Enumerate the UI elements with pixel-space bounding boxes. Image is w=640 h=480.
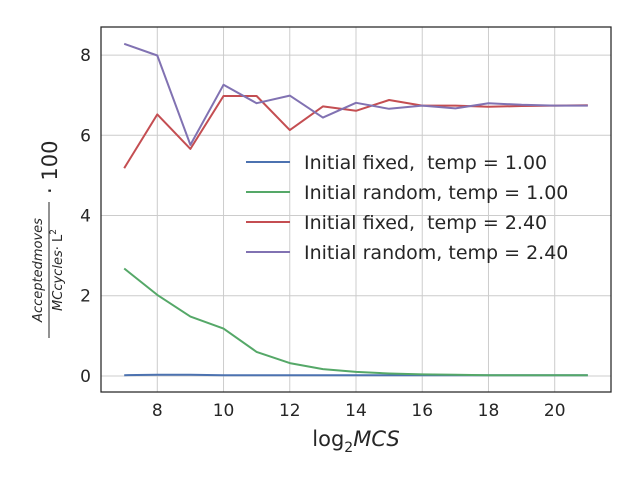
series-lines [123, 42, 588, 377]
series-line-4 [123, 42, 588, 146]
x-tick-label: 18 [478, 401, 500, 421]
y-tick-label: 8 [80, 46, 91, 66]
x-axis-label-sub: 2 [344, 440, 353, 456]
x-axis-label-prefix: log [312, 427, 344, 451]
legend-label: Initial fixed, temp = 1.00 [304, 152, 547, 174]
y-tick-label: 2 [80, 287, 91, 307]
y-axis-label-denominator: MCcycles· L2 [49, 229, 66, 311]
legend-label: Initial random, temp = 2.40 [304, 242, 568, 264]
y-axis-label-denominator-exp: 2 [49, 229, 59, 235]
x-tick-label: 8 [152, 401, 163, 421]
legend: Initial fixed, temp = 1.00 Initial random… [246, 152, 568, 264]
x-tick-label: 20 [544, 401, 566, 421]
x-tick-labels: 8 10 12 14 16 18 20 [152, 401, 566, 421]
series-line-3 [123, 95, 588, 169]
x-tick-label: 16 [411, 401, 433, 421]
y-tick-labels: 0 2 4 6 8 [80, 46, 91, 387]
y-axis-label-denominator-rest: · L [51, 234, 66, 250]
y-tick-label: 6 [80, 126, 91, 146]
y-axis-label-factor: · 100 [38, 141, 62, 194]
x-tick-label: 12 [279, 401, 301, 421]
y-tick-label: 4 [80, 207, 91, 227]
y-axis-label: Acceptedmoves MCcycles· L2 · 100 [31, 141, 66, 338]
x-axis-label: log2MCS [312, 427, 399, 456]
legend-label: Initial random, temp = 1.00 [304, 182, 568, 204]
x-tick-label: 14 [345, 401, 367, 421]
x-tick-label: 10 [213, 401, 235, 421]
y-axis-label-numerator: Acceptedmoves [31, 218, 46, 323]
series-line-2 [123, 267, 588, 377]
y-tick-label: 0 [80, 367, 91, 387]
y-axis-label-denominator-var: MCcycles [51, 250, 66, 311]
legend-label: Initial fixed, temp = 2.40 [304, 212, 547, 234]
grid-lines [101, 27, 611, 392]
x-axis-label-var: MCS [353, 427, 400, 451]
plot-frame [100, 26, 612, 393]
